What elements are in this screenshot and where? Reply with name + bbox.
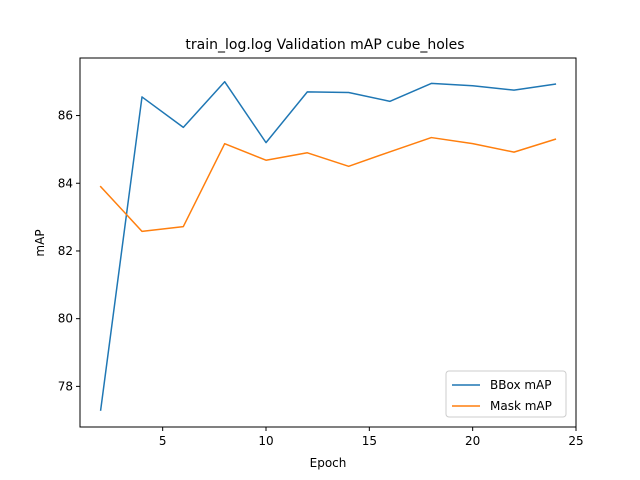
x-tick-label: 25 — [568, 434, 583, 448]
y-tick-label: 84 — [58, 176, 73, 190]
y-axis-label: mAP — [33, 229, 47, 256]
plot-frame — [79, 57, 577, 428]
y-tick-label: 80 — [58, 312, 73, 326]
y-axis: 78 80 82 84 86 — [58, 109, 80, 393]
x-tick-label: 5 — [159, 434, 167, 448]
x-tick-label: 15 — [362, 434, 377, 448]
x-axis: 5 10 15 20 25 — [159, 427, 584, 448]
plot-area — [99, 80, 557, 411]
legend: BBox mAP Mask mAP — [445, 370, 567, 418]
y-tick-label: 82 — [58, 244, 73, 258]
series-line-bbox-map — [99, 80, 557, 411]
series-line-mask-map — [99, 136, 557, 233]
y-tick-label: 78 — [58, 379, 73, 393]
legend-label: Mask mAP — [490, 399, 552, 413]
x-axis-label: Epoch — [310, 456, 347, 470]
x-tick-label: 10 — [258, 434, 273, 448]
y-tick-label: 86 — [58, 109, 73, 123]
chart-title: train_log.log Validation mAP cube_holes — [185, 37, 464, 53]
x-tick-label: 20 — [465, 434, 480, 448]
legend-label: BBox mAP — [490, 378, 552, 392]
